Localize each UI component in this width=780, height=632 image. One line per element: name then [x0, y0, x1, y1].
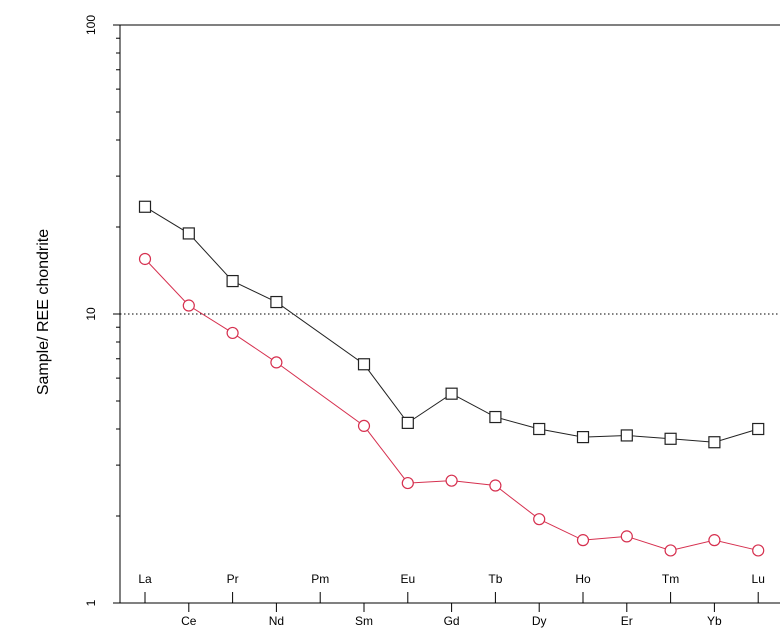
series-2-point — [576, 534, 590, 547]
series-1-point — [357, 358, 371, 371]
x-tick-label-eu: Eu — [400, 572, 415, 586]
y-tick-label: 1 — [84, 599, 98, 606]
y-tick-label: 10 — [84, 307, 98, 321]
x-tick-label-dy: Dy — [532, 614, 547, 628]
series-1-point — [664, 432, 677, 445]
series-1-point — [576, 431, 590, 444]
series-1-point — [182, 227, 195, 240]
series-2-line — [144, 258, 759, 551]
series-1-point — [138, 200, 152, 213]
x-tick-label-pr: Pr — [227, 572, 239, 586]
series-1-point — [620, 429, 633, 442]
series-2-point — [445, 474, 458, 487]
series-2-point — [708, 534, 721, 547]
x-tick-label-lu: Lu — [752, 572, 765, 586]
x-tick-label-ce: Ce — [181, 614, 197, 628]
series-1-point — [533, 422, 546, 436]
series-2-point — [533, 513, 546, 526]
series-2-point — [357, 419, 371, 433]
x-tick-label-la: La — [138, 572, 152, 586]
series-1-line — [144, 206, 759, 443]
x-tick-label-sm: Sm — [355, 614, 373, 628]
x-tick-label-nd: Nd — [269, 614, 284, 628]
series-2-point — [138, 252, 152, 266]
series-2-point — [489, 479, 502, 492]
x-tick-label-gd: Gd — [444, 614, 460, 628]
x-tick-label-yb: Yb — [707, 614, 722, 628]
x-tick-label-ho: Ho — [575, 572, 591, 586]
series-1-point — [270, 295, 283, 309]
x-tick-label-tb: Tb — [488, 572, 502, 586]
x-tick-label-tm: Tm — [662, 572, 679, 586]
y-tick-label: 100 — [84, 15, 98, 35]
series-1-point — [401, 416, 414, 429]
series-1-point — [489, 410, 502, 424]
series-2-point — [401, 476, 414, 490]
series-2-point — [664, 544, 677, 557]
series-2-point — [620, 530, 633, 543]
series-2-point — [752, 544, 765, 557]
x-tick-label-pm: Pm — [311, 572, 329, 586]
series-1-point — [445, 387, 458, 400]
series-2-point — [226, 326, 239, 340]
series-1-point — [226, 274, 239, 288]
x-tick-label-er: Er — [621, 614, 633, 628]
series-2-point — [182, 299, 195, 312]
series-2-point — [270, 356, 283, 369]
y-axis-label: Sample/ REE chondrite — [35, 229, 52, 395]
series-1-point — [708, 436, 721, 449]
series-1-point — [752, 422, 765, 436]
